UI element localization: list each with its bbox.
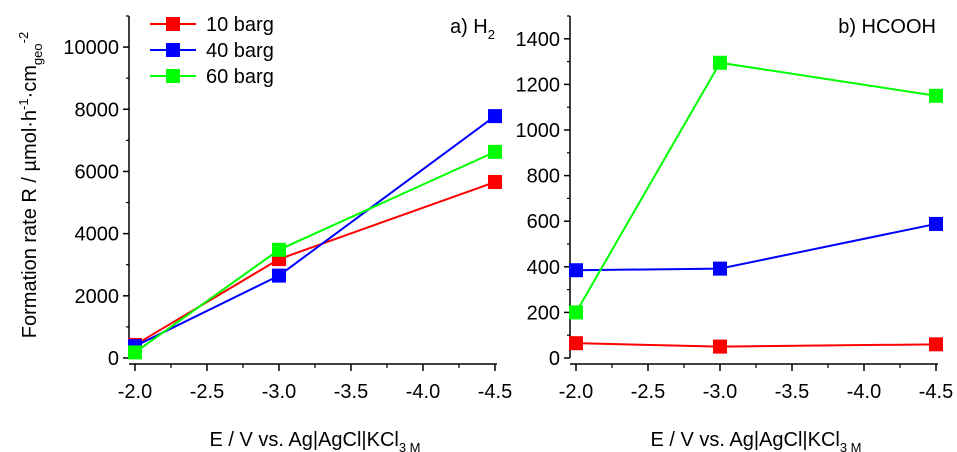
data-point [272, 268, 286, 283]
legend-label: 60 barg [206, 66, 274, 88]
data-point [569, 336, 583, 351]
chart-panel-2: 0 200 400 600 800 1000 1200 1400 -2.0 -2.5 -3.0 -3.… [516, 15, 953, 452]
series-line [575, 342, 937, 348]
y-tick-label: 10000 [63, 37, 119, 59]
series-line [575, 61, 937, 313]
data-point [488, 144, 502, 159]
x-tick-label: -2.0 [559, 381, 593, 403]
x-axis-label: E / V vs. Ag|AgCl|KCl3 M [209, 429, 420, 452]
legend-marker [166, 69, 180, 83]
x-tick-label: -3.5 [334, 381, 368, 403]
y-tick-label: 0 [108, 348, 119, 370]
x-tick-label: -4.5 [919, 381, 953, 403]
y-axis-label: Formation rate R / µmol·h-1·cmgeo-2 [16, 32, 45, 338]
data-point [128, 345, 142, 360]
y-tick-label: 2000 [75, 286, 120, 308]
x-tick-label: -3.0 [703, 381, 737, 403]
y-tick-label: 600 [527, 211, 560, 233]
y-tick-label: 1000 [516, 120, 561, 142]
y-tick-label: 6000 [75, 161, 120, 183]
y-tick-label: 1400 [516, 29, 561, 51]
y-tick-label: 4000 [75, 224, 120, 246]
x-tick-label: -4.5 [478, 381, 512, 403]
y-tick-label: 0 [549, 348, 560, 370]
data-point [929, 337, 943, 352]
data-point [713, 55, 727, 70]
data-point [569, 263, 583, 278]
data-point [713, 339, 727, 354]
x-tick-label: -2.0 [118, 381, 152, 403]
legend-label: 10 barg [206, 14, 274, 36]
panel-title: b) HCOOH [838, 16, 936, 38]
x-tick-label: -4.0 [847, 381, 881, 403]
y-tick-label: 200 [527, 302, 560, 324]
data-point [929, 88, 943, 103]
legend-marker [166, 43, 180, 57]
data-point [929, 216, 943, 231]
y-tick-label: 8000 [75, 99, 120, 121]
x-tick-label: -2.5 [190, 381, 224, 403]
x-axis-label: E / V vs. Ag|AgCl|KCl3 M [650, 429, 861, 452]
data-point [713, 261, 727, 276]
data-point [488, 175, 502, 190]
chart-panel-1: 0 2000 4000 6000 8000 10000 -2.0 -2.5 -3.0 -3.5 -4… [63, 15, 512, 452]
legend-marker [166, 17, 180, 31]
x-tick-label: -2.5 [631, 381, 665, 403]
y-tick-label: 400 [527, 257, 560, 279]
data-point [488, 109, 502, 124]
data-point [272, 242, 286, 257]
series-line [134, 150, 496, 354]
legend-label: 40 barg [206, 40, 274, 62]
y-tick-label: 800 [527, 166, 560, 188]
x-tick-label: -3.0 [262, 381, 296, 403]
series-line [575, 222, 937, 272]
legend: 10 barg 40 barg 60 barg [150, 14, 274, 88]
panel-title: a) H2 [450, 16, 495, 42]
x-tick-label: -4.0 [406, 381, 440, 403]
y-tick-label: 1200 [516, 74, 561, 96]
x-tick-label: -3.5 [775, 381, 809, 403]
data-point [569, 305, 583, 320]
